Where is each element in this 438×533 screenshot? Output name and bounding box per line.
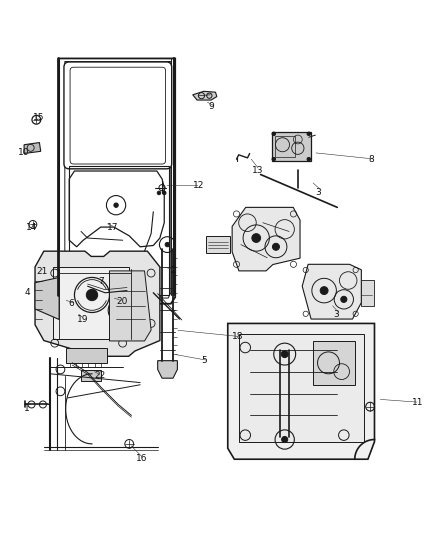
Polygon shape — [24, 142, 41, 154]
Text: 15: 15 — [33, 113, 44, 122]
Bar — [361, 280, 374, 306]
FancyBboxPatch shape — [70, 67, 166, 164]
Circle shape — [272, 243, 279, 251]
Circle shape — [307, 132, 311, 135]
Bar — [275, 136, 295, 157]
Circle shape — [282, 437, 288, 442]
Text: 3: 3 — [315, 188, 321, 197]
Text: 3: 3 — [333, 310, 339, 319]
Text: 10: 10 — [18, 148, 29, 157]
Circle shape — [320, 287, 328, 295]
Circle shape — [86, 289, 98, 301]
Circle shape — [252, 233, 261, 243]
Circle shape — [281, 351, 288, 358]
Circle shape — [272, 157, 276, 161]
Circle shape — [114, 203, 118, 207]
Text: 6: 6 — [68, 299, 74, 308]
Circle shape — [165, 243, 170, 247]
Text: 7: 7 — [99, 277, 104, 286]
Polygon shape — [228, 324, 374, 459]
Text: 8: 8 — [368, 155, 374, 164]
Circle shape — [162, 191, 166, 195]
Text: 18: 18 — [232, 332, 244, 341]
Text: 21: 21 — [36, 267, 48, 276]
FancyBboxPatch shape — [64, 62, 172, 169]
Bar — [272, 132, 311, 161]
Text: 13: 13 — [252, 166, 263, 175]
Text: 2: 2 — [171, 266, 177, 276]
Circle shape — [272, 132, 276, 135]
Polygon shape — [313, 341, 355, 385]
Circle shape — [157, 191, 161, 195]
Text: 1: 1 — [24, 405, 30, 414]
Text: 22: 22 — [94, 372, 106, 381]
Text: 20: 20 — [116, 297, 127, 306]
Circle shape — [307, 157, 311, 161]
Text: 12: 12 — [193, 181, 204, 190]
Text: 17: 17 — [107, 223, 119, 231]
Polygon shape — [158, 361, 177, 378]
Bar — [53, 266, 129, 339]
Bar — [206, 236, 230, 253]
Text: 4: 4 — [24, 288, 30, 297]
Polygon shape — [232, 207, 300, 271]
Circle shape — [341, 296, 347, 302]
Polygon shape — [35, 278, 59, 319]
Polygon shape — [35, 251, 160, 356]
Polygon shape — [193, 91, 217, 100]
Text: 5: 5 — [201, 356, 207, 365]
Bar — [239, 334, 364, 442]
Text: 16: 16 — [136, 454, 147, 463]
Bar — [66, 348, 107, 363]
Circle shape — [117, 307, 124, 314]
Text: 9: 9 — [208, 102, 214, 111]
Polygon shape — [110, 271, 151, 341]
Bar — [81, 370, 101, 381]
Polygon shape — [302, 264, 361, 319]
Text: 14: 14 — [26, 223, 38, 231]
Text: 19: 19 — [77, 314, 88, 324]
Text: 11: 11 — [412, 398, 423, 407]
